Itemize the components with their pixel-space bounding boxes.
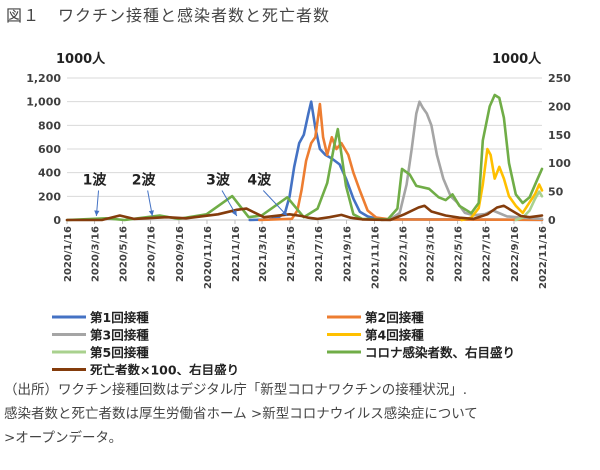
left-tick-label: 1,000 <box>26 96 61 109</box>
wave-label: 2波 <box>132 172 157 189</box>
x-tick-label: 2022/5/16 <box>454 226 465 282</box>
legend-label: 第5回接種 <box>90 345 149 360</box>
right-tick-label: 150 <box>548 129 571 142</box>
x-tick-label: 2020/7/16 <box>147 226 158 282</box>
right-tick-label: 0 <box>548 214 556 227</box>
figure-title: 図１ ワクチン接種と感染者数と死亡者数 <box>6 2 330 26</box>
source-note: （出所）ワクチン接種回数はデジタル庁「新型コロナワクチンの接種状況」. 感染者数… <box>4 378 596 450</box>
right-tick-label: 200 <box>548 100 571 113</box>
x-tick-label: 2020/9/16 <box>175 226 186 282</box>
x-tick-label: 2022/1/16 <box>398 226 409 282</box>
left-tick-label: 600 <box>38 143 61 156</box>
legend-label: 第4回接種 <box>365 328 424 343</box>
right-tick-label: 50 <box>548 186 564 199</box>
legend-label: 第3回接種 <box>90 328 149 343</box>
source-line-3: >オープンデータ。 <box>4 430 123 446</box>
wave-label: 3波 <box>206 172 231 189</box>
x-tick-label: 2022/7/16 <box>482 226 493 282</box>
legend-label: 第1回接種 <box>90 310 149 325</box>
wave-arrow-head <box>94 210 100 216</box>
figure-title-text: ワクチン接種と感染者数と死亡者数 <box>58 6 331 25</box>
x-tick-label: 2021/11/16 <box>370 226 381 289</box>
chart: 0 200 400 600 800 1,000 1,200 0 50 100 150 200 250 10… <box>26 51 571 376</box>
x-tick-label: 2021/5/16 <box>286 226 297 282</box>
series-line <box>380 100 544 222</box>
x-tick-label: 2020/3/16 <box>91 226 102 282</box>
right-tick-label: 100 <box>548 157 571 170</box>
series-line <box>514 190 544 222</box>
series-line <box>248 100 544 222</box>
x-tick-label: 2021/7/16 <box>314 226 325 282</box>
x-tick-label: 2021/9/16 <box>342 226 353 282</box>
legend-label: 第2回接種 <box>365 310 424 325</box>
wave-label: 4波 <box>247 172 272 189</box>
left-tick-label: 200 <box>38 190 61 203</box>
left-tick-label: 800 <box>38 119 61 132</box>
wave-arrow <box>262 190 288 217</box>
legend-label: 死亡者数×100、右目盛り <box>89 363 239 376</box>
wave-arrow-head <box>148 210 154 216</box>
x-tick-label: 2020/11/16 <box>203 226 214 289</box>
right-tick-label: 250 <box>548 72 571 85</box>
left-tick-label: 400 <box>38 167 61 180</box>
x-tick-label: 2020/1/16 <box>63 226 74 282</box>
x-tick-label: 2021/1/16 <box>231 226 242 282</box>
left-tick-label: 1,200 <box>26 72 61 85</box>
source-line-1: （出所）ワクチン接種回数はデジタル庁「新型コロナワクチンの接種状況」. <box>4 382 468 398</box>
wave-arrow-head <box>281 210 288 216</box>
x-tick-label: 2020/5/16 <box>119 226 130 282</box>
x-tick-label: 2022/11/16 <box>538 226 549 289</box>
figure-number: 図１ <box>6 6 41 25</box>
series-line <box>65 93 544 222</box>
source-line-2: 感染者数と死亡者数は厚生労働省ホーム >新型コロナウイルス感染症について <box>4 406 478 422</box>
x-tick-label: 2022/3/16 <box>426 226 437 282</box>
series-line <box>460 147 544 222</box>
right-axis-unit: 1000人 <box>492 51 542 67</box>
series-line <box>258 102 544 222</box>
wave-label: 1波 <box>83 172 108 189</box>
left-tick-label: 0 <box>53 214 61 227</box>
x-tick-label: 2022/9/16 <box>510 226 521 282</box>
series-line <box>65 204 544 222</box>
legend-label: コロナ感染者数、右目盛り <box>365 345 515 360</box>
x-tick-label: 2021/3/16 <box>258 226 269 282</box>
left-axis-unit: 1000人 <box>56 51 106 67</box>
wave-arrow-head <box>231 210 237 216</box>
